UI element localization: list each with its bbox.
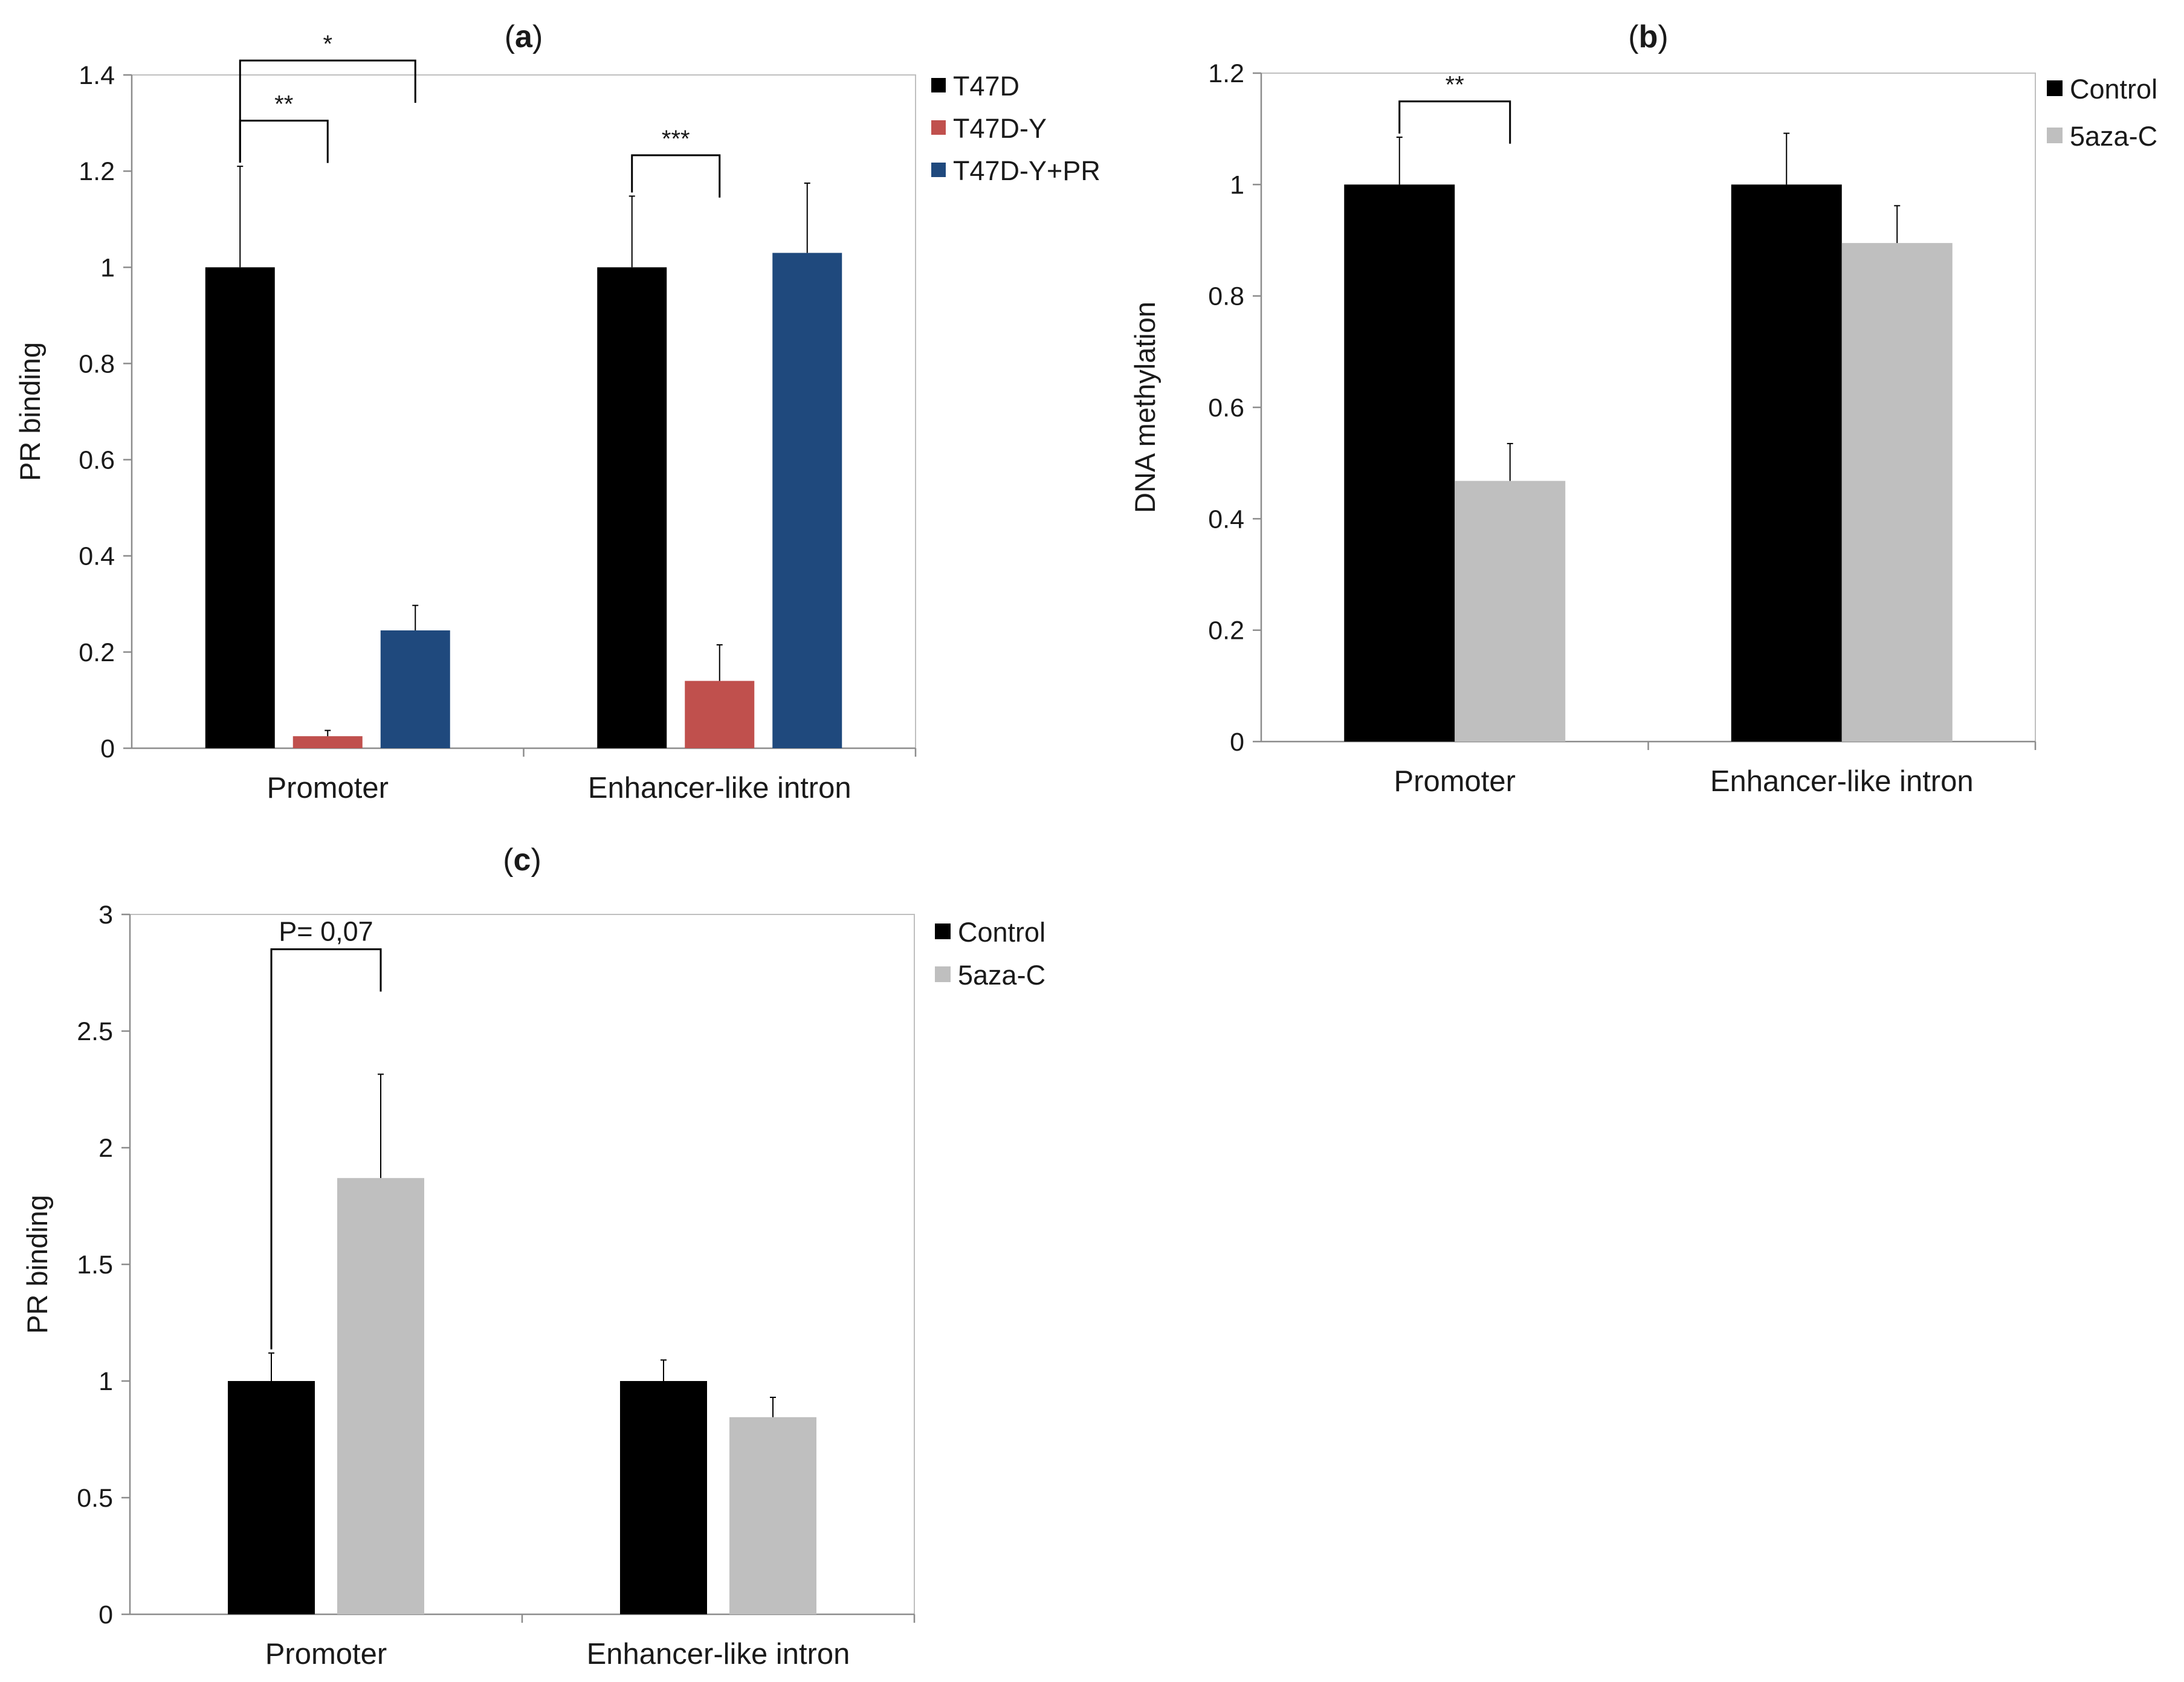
x-category-label: Enhancer-like intron bbox=[587, 1638, 850, 1671]
significance-label: ** bbox=[274, 91, 293, 118]
y-tick-label: 0 bbox=[99, 1600, 113, 1629]
y-tick-label: 1.5 bbox=[77, 1250, 113, 1279]
bar-Control-Enhancer-like intron bbox=[620, 1381, 707, 1614]
y-tick-label: 1 bbox=[100, 253, 115, 282]
y-tick-label: 3 bbox=[99, 901, 113, 930]
bar-Control-Enhancer-like intron bbox=[1731, 184, 1842, 742]
y-tick-label: 0.8 bbox=[79, 349, 115, 378]
panel-title: (b) bbox=[1628, 19, 1668, 54]
bar-5aza-C-Enhancer-like intron bbox=[729, 1417, 816, 1614]
x-category-label: Promoter bbox=[265, 1638, 387, 1671]
significance-bracket bbox=[631, 154, 721, 198]
y-tick-label: 0.5 bbox=[77, 1484, 113, 1513]
bar-T47D-Y-Promoter bbox=[292, 736, 363, 748]
legend-swatch bbox=[2047, 128, 2063, 143]
significance-label: *** bbox=[662, 126, 690, 152]
panel-title: (a) bbox=[505, 19, 543, 54]
y-tick-label: 0.8 bbox=[1208, 282, 1244, 311]
panel-title: (c) bbox=[503, 843, 541, 878]
legend-swatch bbox=[931, 120, 946, 135]
legend-entry-label: 5aza-C bbox=[2070, 121, 2157, 152]
legend-entry-label: T47D bbox=[953, 71, 1019, 102]
y-tick-label: 1 bbox=[1230, 170, 1244, 199]
significance-bracket bbox=[239, 59, 416, 163]
y-tick-label: 1.2 bbox=[1208, 59, 1244, 88]
y-tick-label: 2.5 bbox=[77, 1017, 113, 1046]
x-category-label: Enhancer-like intron bbox=[588, 772, 851, 804]
legend-entry-label: T47D-Y+PR bbox=[953, 155, 1100, 186]
y-axis-label: PR binding bbox=[14, 342, 46, 481]
y-tick-label: 0.2 bbox=[1208, 616, 1244, 645]
bar-T47D-Y+PR-Enhancer-like intron bbox=[772, 253, 842, 748]
legend-swatch bbox=[931, 78, 946, 92]
significance-label: P= 0,07 bbox=[279, 916, 373, 947]
bar-Control-Promoter bbox=[1344, 184, 1455, 742]
significance-label: ** bbox=[1446, 72, 1464, 99]
legend-swatch bbox=[935, 966, 951, 982]
bar-T47D-Y+PR-Promoter bbox=[380, 630, 450, 748]
chart-panel-b: 0 0.2 0.4 0.6 0.8 1 1.2 Promoter Enhancer-like i… bbox=[1129, 19, 2157, 798]
y-tick-label: 1 bbox=[99, 1367, 113, 1396]
legend-swatch bbox=[2047, 80, 2063, 96]
significance-bracket bbox=[1398, 100, 1511, 144]
chart-panel-a: 0 0.2 0.4 0.6 0.8 1 1.2 1.4 Promoter Enhancer-lik… bbox=[14, 19, 1100, 804]
y-tick-label: 0.6 bbox=[1208, 393, 1244, 422]
y-tick-label: 1.2 bbox=[79, 157, 115, 186]
bar-5aza-C-Promoter bbox=[1455, 480, 1566, 742]
y-tick-label: 0.4 bbox=[1208, 505, 1244, 534]
significance-label: * bbox=[323, 31, 332, 57]
y-tick-label: 2 bbox=[99, 1134, 113, 1163]
bar-5aza-C-Enhancer-like intron bbox=[1841, 243, 1953, 742]
y-axis-label: PR binding bbox=[21, 1195, 53, 1334]
legend-entry-label: 5aza-C bbox=[958, 960, 1045, 991]
y-tick-label: 0.2 bbox=[79, 638, 115, 667]
bar-T47D-Y-Enhancer-like intron bbox=[685, 681, 755, 748]
legend-swatch bbox=[935, 923, 951, 939]
x-category-label: Enhancer-like intron bbox=[1710, 765, 1974, 798]
legend-entry-label: Control bbox=[2070, 74, 2157, 105]
y-tick-label: 0 bbox=[1230, 728, 1244, 757]
significance-bracket bbox=[239, 120, 329, 163]
bar-5aza-C-Promoter bbox=[337, 1178, 424, 1614]
y-tick-label: 0.4 bbox=[79, 542, 115, 571]
x-category-label: Promoter bbox=[1394, 765, 1516, 798]
y-tick-label: 1.4 bbox=[79, 61, 115, 90]
bar-T47D-Promoter bbox=[205, 267, 275, 748]
y-axis-label: DNA methylation bbox=[1129, 302, 1161, 513]
y-tick-label: 0 bbox=[100, 734, 115, 763]
legend-entry-label: Control bbox=[958, 917, 1045, 948]
legend-swatch bbox=[931, 163, 946, 177]
legend-entry-label: T47D-Y bbox=[953, 113, 1047, 144]
y-tick-label: 0.6 bbox=[79, 446, 115, 475]
significance-bracket bbox=[270, 948, 382, 1350]
chart-panel-c: 0 0.5 1 1.5 2 2.5 3 Promoter Enhancer-like intro… bbox=[21, 843, 1045, 1671]
bar-Control-Promoter bbox=[228, 1381, 315, 1614]
x-category-label: Promoter bbox=[267, 772, 389, 804]
bar-T47D-Enhancer-like intron bbox=[597, 267, 667, 748]
